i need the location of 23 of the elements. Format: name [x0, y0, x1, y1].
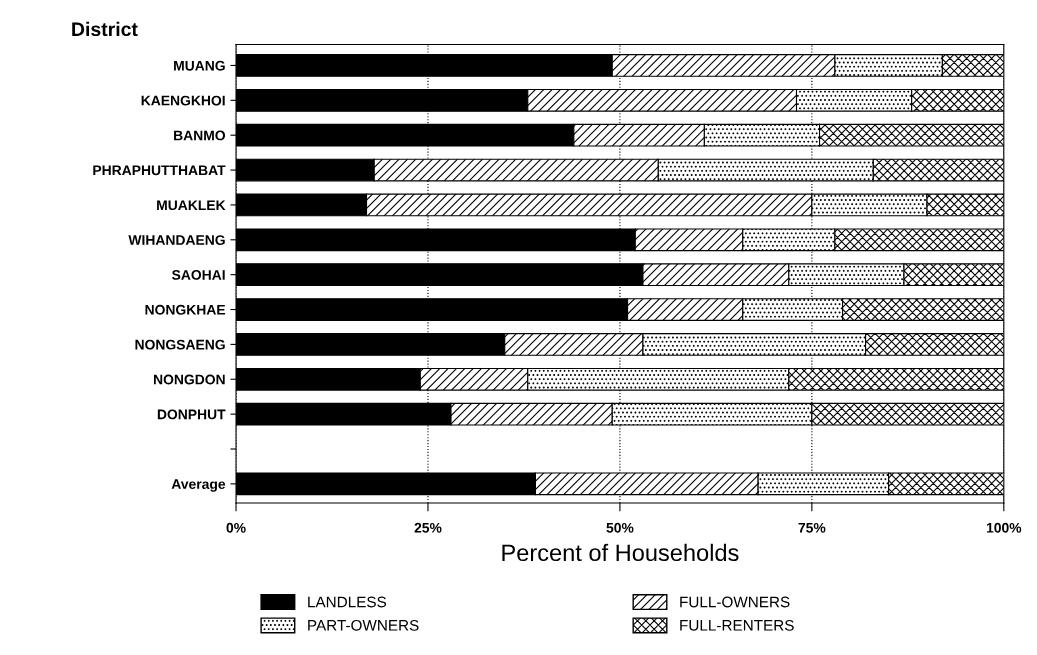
y-tick-label: SAOHAI [171, 270, 225, 280]
x-tick-label: 75% [798, 522, 826, 533]
x-tick-label: 100% [986, 522, 1022, 533]
y-tick-label: NONGSAENG [135, 339, 225, 350]
y-tick-label: DONPHUT [157, 409, 226, 420]
legend-label: PART-OWNERS [308, 619, 419, 631]
y-tick-label: MUAKLEK [157, 200, 226, 211]
y-tick-label: PHRAPHUTTHABAT [93, 165, 226, 176]
legend-label: FULL-OWNERS [680, 596, 790, 608]
x-axis-title: Percent of Households [502, 543, 739, 562]
y-tick-label: NONGKHAE [145, 304, 226, 315]
y-tick-label: BANMO [174, 130, 226, 141]
legend-label: LANDLESS [308, 596, 387, 608]
y-axis-title: District [72, 21, 138, 37]
y-tick-label: NONGDON [154, 374, 225, 385]
x-tick-label: 50% [606, 522, 634, 533]
y-tick-label: KAENGKHOI [141, 95, 225, 106]
y-tick-label: MUANG [174, 60, 225, 71]
legend-label: FULL-RENTERS [680, 619, 794, 631]
y-tick-label: WIHANDAENG [128, 235, 225, 245]
y-tick-label: Average [171, 479, 226, 492]
x-tick-label: 0% [226, 522, 246, 533]
x-tick-label: 25% [414, 522, 442, 533]
